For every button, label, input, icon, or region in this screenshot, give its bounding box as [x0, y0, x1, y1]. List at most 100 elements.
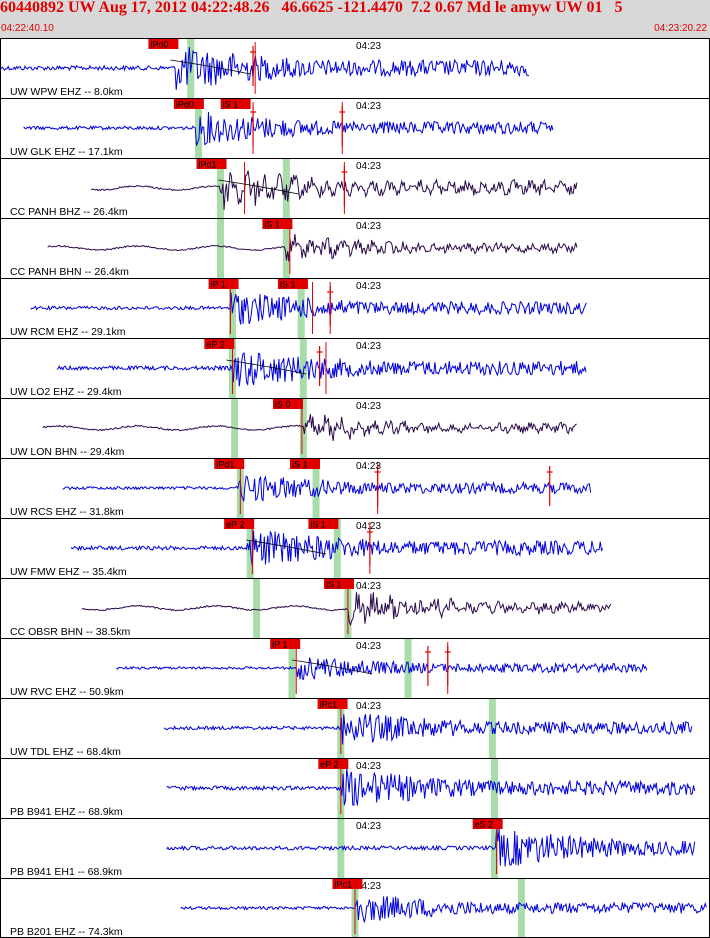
waveform [47, 234, 578, 262]
time-tick-label: 04:23 [356, 821, 381, 832]
trace-panel: 04:23 eP 2 PB B941 EHZ -- 68.9km [0, 758, 710, 818]
time-tick-label: 04:23 [356, 881, 381, 892]
pick-label-bg [318, 759, 349, 769]
waveform [0, 47, 529, 90]
trace-panel: 04:23 eP 2 iS 1 UW FMW EHZ -- 35.4km [0, 518, 710, 578]
station-label: PB B941 EHZ -- 68.9km [10, 806, 123, 818]
station-label: PB B941 EH1 -- 68.9km [10, 866, 122, 878]
end-time-label: 04:23:20.22 [654, 23, 707, 34]
pick-label-bg [208, 279, 239, 289]
trace-panel: 04:23 iPc1 PB B201 EHZ -- 74.3km [0, 878, 710, 938]
station-label: PB B201 EHZ -- 74.3km [10, 926, 123, 938]
pick-label: iPd0 [150, 40, 168, 50]
waveform [166, 768, 696, 807]
time-tick-label: 04:23 [356, 581, 381, 592]
station-label: UW TDL EHZ -- 68.4km [10, 746, 121, 758]
trace-panel: 04:23 iS 0 UW LON BHN -- 29.4km [0, 398, 710, 458]
trace-panel: 04:23 iS 1 CC OBSR BHN -- 38.5km [0, 578, 710, 638]
theoretical-curve [246, 539, 327, 555]
pick-label-bg [272, 399, 303, 409]
station-label: UW FMW EHZ -- 35.4km [10, 566, 127, 578]
time-tick-label: 04:23 [356, 521, 381, 532]
event-title: 60440892 UW Aug 17, 2012 04:22:48.26 46.… [0, 0, 623, 16]
phase-band [282, 218, 290, 278]
pick-label-bg [173, 99, 204, 109]
phase-band [195, 98, 203, 158]
station-label: CC OBSR BHN -- 38.5km [10, 626, 130, 638]
pick-label-bg [277, 279, 308, 289]
waveform [90, 170, 578, 210]
theoretical-curve [170, 59, 251, 75]
pick-label: eS 2 [475, 820, 494, 830]
pick-label: iS 1 [310, 520, 326, 530]
station-label: UW RVC EHZ -- 50.9km [10, 686, 124, 698]
pick-label-bg [262, 219, 293, 229]
station-label: CC PANH BHZ -- 26.4km [10, 206, 128, 218]
station-label: UW LO2 EHZ -- 29.4km [10, 386, 122, 398]
station-label: UW RCS EHZ -- 31.8km [10, 506, 124, 518]
pick-label-bg [204, 339, 235, 349]
time-tick-label: 04:23 [356, 101, 381, 112]
time-tick-label: 04:23 [356, 281, 381, 292]
pick-label: iPd1 [216, 460, 234, 470]
waveform [56, 352, 587, 387]
trace-panel: 04:23 iP 1 UW RVC EHZ -- 50.9km [0, 638, 710, 698]
phase-band [229, 278, 237, 338]
pick-label: iS 1 [280, 280, 296, 290]
pick-label-bg [308, 519, 339, 529]
trace-panel: 04:23 iPd1 iS 1 UW RCS EHZ -- 31.8km [0, 458, 710, 518]
trace-panel: 04:23 eP 2 UW LO2 EHZ -- 29.4km [0, 338, 710, 398]
pick-label: iPc1 [334, 880, 352, 890]
theoretical-curve [226, 359, 307, 375]
pick-label: iS 1 [292, 460, 308, 470]
waveform [62, 475, 592, 502]
trace-panel: 04:23 iPc1 UW TDL EHZ -- 68.4km [0, 698, 710, 758]
trace-panel: 04:23 iPd1 CC PANH BHZ -- 26.4km [0, 158, 710, 218]
waveform [116, 657, 648, 680]
station-label: CC PANH BHN -- 26.4km [10, 266, 129, 278]
pick-label-bg [196, 159, 227, 169]
phase-band [216, 158, 224, 218]
pick-label-bg [220, 99, 251, 109]
theoretical-curve [218, 179, 299, 195]
trace-panel: 04:23 iP 1 iS 1 UW RCM EHZ -- 29.1km [0, 278, 710, 338]
station-label: UW WPW EHZ -- 8.0km [10, 86, 123, 98]
phase-band [216, 218, 224, 278]
phase-band [404, 638, 412, 698]
time-tick-label: 04:23 [356, 41, 381, 52]
waveform [23, 111, 554, 146]
pick-label: iS 0 [275, 400, 291, 410]
phase-band [297, 278, 305, 338]
pick-label-bg [472, 819, 503, 829]
phase-band [312, 458, 320, 518]
pick-label: eP 2 [320, 760, 338, 770]
waveform [81, 592, 612, 627]
phase-band [490, 758, 498, 818]
time-tick-label: 04:23 [356, 221, 381, 232]
pick-label-bg [289, 459, 320, 469]
phase-band [253, 578, 261, 638]
time-tick-label: 04:23 [356, 461, 381, 472]
time-tick-label: 04:23 [356, 161, 381, 172]
pick-label: iS 1 [223, 100, 239, 110]
pick-label-bg [270, 639, 301, 649]
waveform [30, 292, 587, 325]
trace-panel: 04:23 iS 1 CC PANH BHN -- 26.4km [0, 218, 710, 278]
trace-panel: 04:23 iPd0 UW WPW EHZ -- 8.0km [0, 38, 710, 98]
pick-label-bg [323, 579, 354, 589]
time-tick-label: 04:23 [356, 761, 381, 772]
time-tick-label: 04:23 [356, 401, 381, 412]
trace-panel: 04:23 iPd0 iS 1 UW GLK EHZ -- 17.1km [0, 98, 710, 158]
pick-label: iPc1 [320, 700, 338, 710]
trace-panel: 04:23 eS 2 PB B941 EH1 -- 68.9km [0, 818, 710, 878]
pick-label: eP 2 [206, 340, 224, 350]
phase-band [517, 878, 525, 938]
pick-label: iS 1 [264, 220, 280, 230]
pick-label-bg [332, 879, 363, 889]
waveform [163, 714, 693, 745]
pick-label: eP 2 [226, 520, 244, 530]
time-tick-label: 04:23 [356, 341, 381, 352]
phase-band [337, 818, 345, 878]
waveform [70, 530, 604, 566]
pick-label-bg [148, 39, 179, 49]
